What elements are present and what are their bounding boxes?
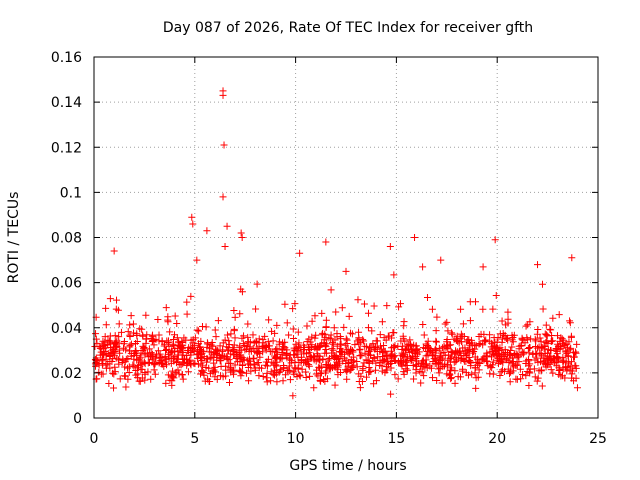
chart-title: Day 087 of 2026, Rate Of TEC Index for r…	[163, 20, 533, 36]
chart-background	[0, 0, 640, 480]
y-tick-label: 0.08	[51, 231, 82, 247]
y-tick-label: 0.06	[51, 276, 82, 292]
x-axis-label: GPS time / hours	[289, 458, 406, 474]
x-tick-label: 25	[589, 431, 607, 447]
y-tick-label: 0.14	[51, 95, 82, 111]
x-tick-label: 10	[287, 431, 305, 447]
y-tick-label: 0.02	[51, 366, 82, 382]
x-tick-label: 5	[190, 431, 199, 447]
y-axis-label: ROTI / TECUs	[6, 192, 22, 284]
y-tick-label: 0.16	[51, 50, 82, 66]
roti-scatter-chart: 0 5 10 15 20 25 0 0.02 0.04 0.06 0.08 0.1 0.12 0.14 0.…	[0, 0, 640, 480]
y-tick-label: 0.12	[51, 140, 82, 156]
y-tick-label: 0.1	[60, 185, 82, 201]
x-tick-label: 20	[488, 431, 506, 447]
y-tick-label: 0.04	[51, 321, 82, 337]
x-tick-label: 0	[90, 431, 99, 447]
x-tick-label: 15	[387, 431, 405, 447]
y-tick-label: 0	[73, 411, 82, 427]
